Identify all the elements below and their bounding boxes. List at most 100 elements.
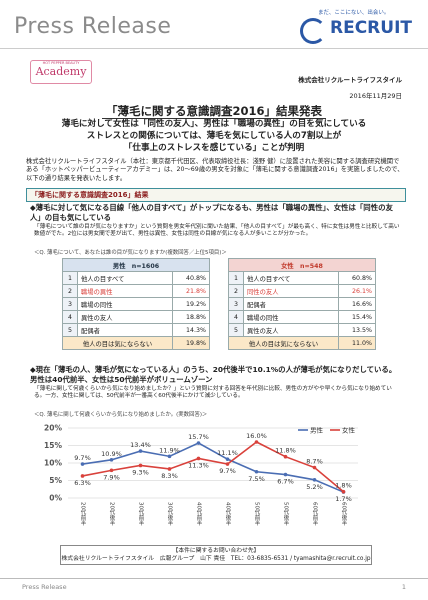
value: 18.8% bbox=[172, 310, 210, 324]
label: 他人の目は気にならない bbox=[62, 336, 173, 350]
rank: 5 bbox=[62, 323, 78, 337]
contact-text: 株式会社リクルートライフスタイル 広報グループ 山下 貴佳 TEL：03-683… bbox=[61, 556, 371, 562]
value: 14.3% bbox=[172, 323, 210, 337]
point bbox=[80, 474, 85, 478]
subtitle-line: 「仕事上のストレスを感じている」ことが判明 bbox=[123, 143, 305, 153]
point bbox=[138, 463, 143, 468]
y-tick-label: 20% bbox=[44, 424, 62, 433]
value-label: 10.9% bbox=[101, 450, 122, 458]
value: 60.8% bbox=[338, 271, 376, 285]
subtitle-line: ストレスとの関係については、薄毛を気にしている人の7割以上が bbox=[86, 131, 342, 141]
label: 職場の同性 bbox=[243, 310, 339, 324]
point bbox=[283, 454, 288, 459]
x-tick-label: 40代前半 bbox=[196, 502, 203, 527]
label: 職場の同性 bbox=[77, 297, 173, 311]
table-row: 5 配偶者 14.3% bbox=[62, 323, 210, 337]
rule bbox=[0, 48, 428, 49]
label: 配偶者 bbox=[243, 297, 339, 311]
table: 男性 n=1606 1 他人の目すべて 40.8% 2 職場の異性 21.8% 3 職場の同性 1… bbox=[62, 258, 210, 350]
intro: 株式会社リクルートライフスタイル（本社：東京都千代田区、代表取締役社長：淺野 健… bbox=[26, 158, 404, 182]
value-label: 1.8% bbox=[335, 482, 352, 490]
point bbox=[167, 454, 172, 459]
x-tick-label: 30代後半 bbox=[167, 502, 174, 527]
question: ＜Q. 薄毛について、あなたは誰の目が気になりますか(複数回答／上位5項目)＞ bbox=[34, 250, 227, 256]
table-row: 2 同性の友人 26.1% bbox=[228, 284, 376, 298]
value-label: 11.9% bbox=[159, 446, 180, 454]
rank: 1 bbox=[62, 271, 78, 285]
point bbox=[254, 469, 259, 474]
finding-text: 「薄毛について誰の目が気になりますか」という質問を男女年代別に聞いた結果、「他人… bbox=[34, 224, 400, 238]
value-label: 11.1% bbox=[217, 449, 238, 457]
press-release: Press Release bbox=[14, 14, 172, 39]
table-row: 1 他人の目すべて 60.8% bbox=[228, 271, 376, 285]
table-header-row: 男性 n=1606 bbox=[62, 258, 210, 272]
value-label: 13.4% bbox=[130, 441, 151, 449]
value: 15.4% bbox=[338, 310, 376, 324]
value: 40.8% bbox=[172, 271, 210, 285]
value-label: 11.8% bbox=[275, 447, 296, 455]
rank: 3 bbox=[62, 297, 78, 311]
x-tick-label: 50代前半 bbox=[254, 502, 261, 527]
rank: 1 bbox=[228, 271, 244, 285]
finding-heading: ◆現在「薄毛の人、薄毛が気になっている人」のうち、20代後半で10.1%の人が薄… bbox=[30, 365, 397, 384]
point bbox=[109, 458, 114, 462]
x-tick-label: 30代前半 bbox=[138, 502, 145, 527]
point bbox=[254, 440, 259, 444]
table-header: 女性 n=548 bbox=[228, 258, 376, 272]
value: 19.8% bbox=[172, 336, 210, 350]
contact-heading: 【本件に関するお問い合わせ先】 bbox=[172, 548, 260, 554]
table-row: 3 配偶者 16.6% bbox=[228, 297, 376, 311]
value: 26.1% bbox=[338, 284, 376, 298]
value-label: 7.5% bbox=[248, 475, 265, 483]
value-label: 8.3% bbox=[161, 472, 178, 480]
table-header: 男性 n=1606 bbox=[62, 258, 210, 272]
rank: 2 bbox=[62, 284, 78, 298]
legend-label: 男性 bbox=[310, 426, 324, 435]
value-label: 9.7% bbox=[219, 467, 236, 475]
chart: 0% 5% 10% 15% 20% 20代前半 20代後半 30代前半 30代後半 40代前半 40… bbox=[44, 424, 358, 527]
label: 異性の友人 bbox=[77, 310, 173, 324]
label: 他人の目すべて bbox=[243, 271, 339, 285]
academy-logo: HOT PEPPER BEAUTY Academy bbox=[30, 60, 92, 84]
x-tick-label: 20代後半 bbox=[109, 502, 116, 527]
label: 異性の友人 bbox=[243, 323, 339, 337]
value-label: 8.7% bbox=[306, 458, 323, 466]
rule bbox=[0, 578, 428, 579]
question: ＜Q. 薄毛に関して何歳くらいから気になり始めましたか。(実数回答)＞ bbox=[34, 412, 208, 418]
point bbox=[196, 441, 201, 445]
value-label: 6.7% bbox=[277, 478, 294, 486]
page-number: 1 bbox=[401, 583, 406, 591]
label: 配偶者 bbox=[77, 323, 173, 337]
rank: 5 bbox=[228, 323, 244, 337]
table-row: 2 職場の異性 21.8% bbox=[62, 284, 210, 298]
point bbox=[80, 462, 85, 466]
subtitle: 薄毛に対して女性は「同性の友人」、男性は「職場の異性」の目を気にしている ストレ… bbox=[0, 118, 428, 154]
table-row: 5 異性の友人 13.5% bbox=[228, 323, 376, 337]
point bbox=[225, 462, 230, 466]
company: 株式会社リクルートライフスタイル bbox=[298, 76, 402, 84]
label: 他人の目すべて bbox=[77, 271, 173, 285]
value: 21.8% bbox=[172, 284, 210, 298]
rank: 4 bbox=[228, 310, 244, 324]
value-label: 11.3% bbox=[188, 461, 209, 469]
value-label: 6.3% bbox=[74, 479, 91, 487]
rank: 2 bbox=[228, 284, 244, 298]
point bbox=[341, 489, 346, 494]
academy-top: HOT PEPPER BEAUTY bbox=[42, 61, 80, 65]
point bbox=[167, 467, 172, 471]
table-wrap: 女性 n=548 1 他人の目すべて 60.8% 2 同性の友人 26.1% 3 配偶者 16.6… bbox=[228, 258, 376, 350]
y-tick-label: 10% bbox=[44, 459, 62, 468]
value: 16.6% bbox=[338, 297, 376, 311]
value-label: 15.7% bbox=[188, 433, 209, 441]
value-label: 5.2% bbox=[306, 483, 323, 491]
value-label: 7.9% bbox=[103, 473, 120, 481]
y-tick-label: 0% bbox=[49, 494, 62, 503]
series-line bbox=[82, 442, 344, 493]
x-tick-label: 60代後半 bbox=[341, 502, 348, 527]
point bbox=[196, 456, 201, 461]
point bbox=[283, 472, 288, 477]
table: 女性 n=548 1 他人の目すべて 60.8% 2 同性の友人 26.1% 3 配偶者 16.6… bbox=[228, 258, 376, 350]
tagline: まだ、ここにない、出会い。 bbox=[318, 10, 390, 16]
table-row: 3 職場の同性 19.2% bbox=[62, 297, 210, 311]
logo-mark bbox=[300, 18, 326, 44]
